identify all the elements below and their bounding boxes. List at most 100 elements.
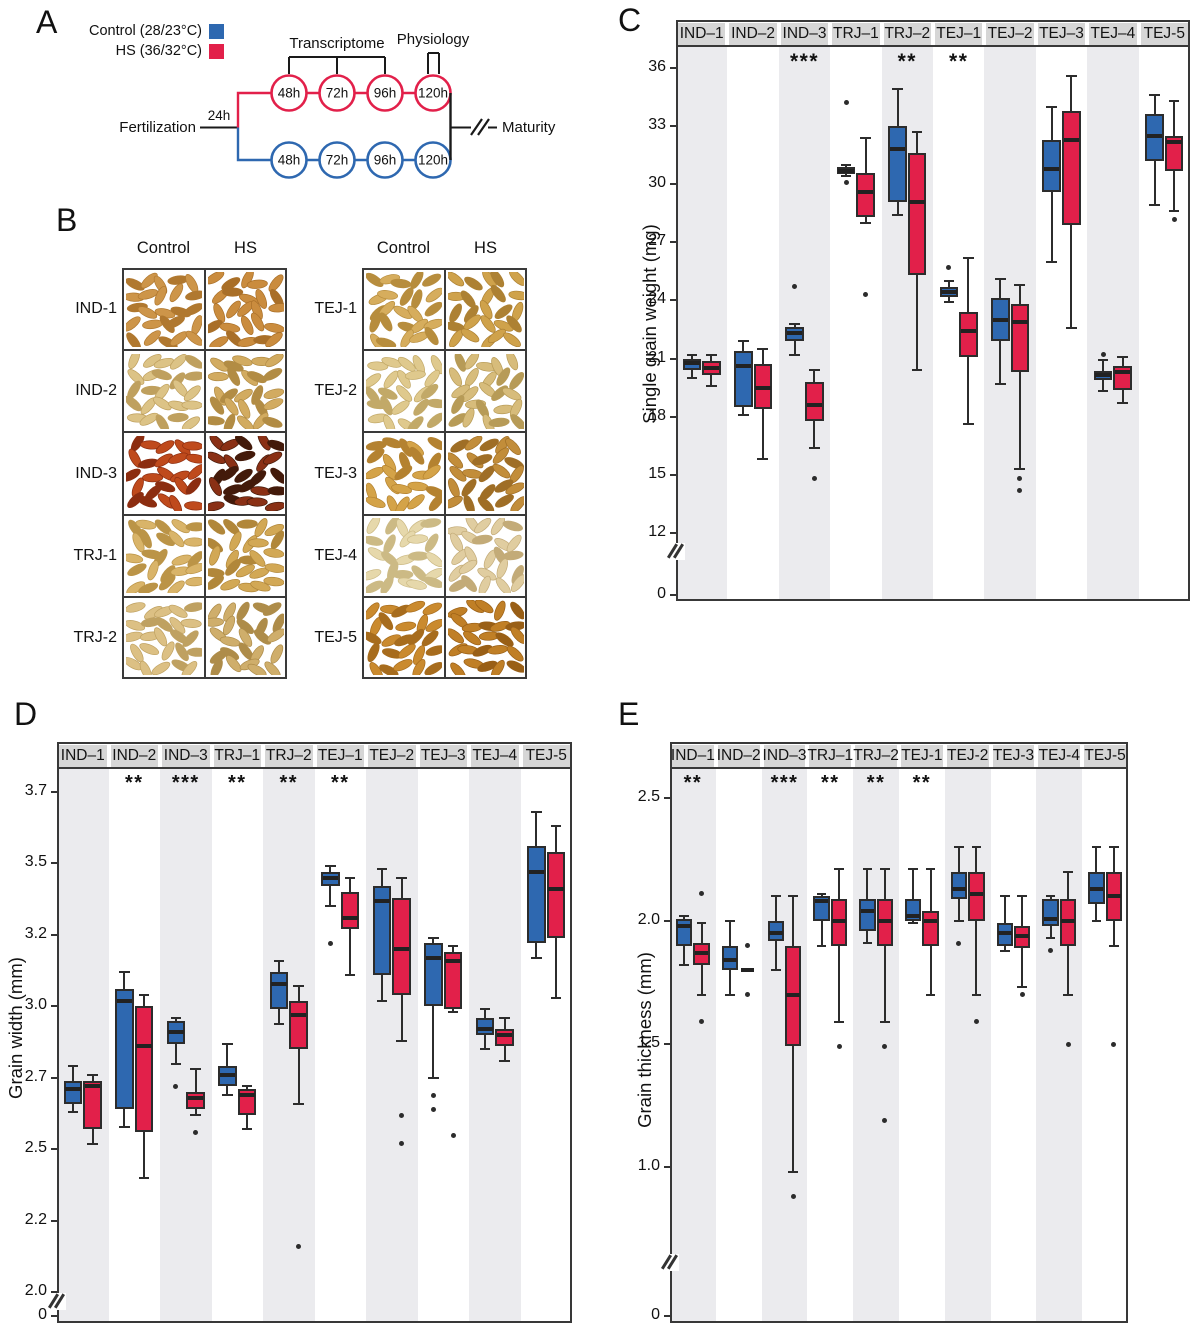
panel-e-header-label: TRJ–2: [853, 747, 899, 764]
grain: [257, 435, 271, 451]
box-TEJ-5-hs: [546, 851, 566, 938]
panel-e-header-cell: [1038, 744, 1081, 767]
box-TEJ–1-hs: [340, 891, 360, 930]
grain: [208, 575, 224, 590]
grain: [506, 660, 524, 673]
grain: [208, 501, 225, 511]
grain: [460, 328, 480, 342]
control-72h-circle: [318, 141, 356, 179]
grain-cell-TEJ-5-hs: [448, 600, 524, 676]
grain: [227, 366, 241, 386]
panel-d-tick-mark-zero: [51, 1315, 57, 1317]
box-TEJ–3-control: [1042, 139, 1061, 192]
grain: [247, 538, 269, 548]
grain: [496, 558, 509, 579]
median-TEJ-5-hs: [1107, 894, 1121, 899]
panel-c-header-label: IND–2: [731, 25, 776, 42]
panel-e-header-label: IND–1: [670, 747, 715, 764]
grain: [450, 662, 466, 676]
grain: [428, 493, 442, 511]
grain: [450, 439, 470, 453]
outlier-TEJ-5-hs: [1171, 216, 1177, 222]
whisker-cap-hi-TEJ–4-control: [1097, 359, 1109, 362]
grain: [249, 550, 266, 567]
panel-e-significance-stars: **: [866, 772, 886, 794]
grain: [407, 551, 429, 561]
whisker-cap-lo-TRJ–2-hs: [293, 1102, 304, 1105]
grain: [270, 467, 284, 484]
whisker-cap-hi-TEJ–3-hs: [1065, 74, 1077, 77]
median-TEJ–3-hs: [1063, 137, 1079, 142]
grain: [250, 580, 271, 592]
whisker-cap-lo-TRJ–1-control: [840, 175, 852, 178]
grain: [223, 602, 237, 622]
grain: [425, 287, 442, 302]
grain: [127, 368, 144, 385]
control-120h-label: 120h: [418, 153, 448, 168]
grain: [184, 563, 202, 575]
grain-cell-IND-2-hs: [208, 353, 284, 429]
outlier-IND–2-hs: [744, 943, 750, 949]
whisker-cap-lo-TEJ-5-control: [1091, 920, 1102, 923]
grain: [153, 627, 167, 647]
grain: [238, 628, 253, 648]
grain-row-label: TEJ-3: [314, 464, 357, 482]
median-TEJ-1-control: [906, 914, 920, 919]
whisker-cap-lo-TEJ-5-control: [531, 956, 542, 959]
whisker-TRJ–2-hs: [883, 869, 886, 1022]
grain-photo: [365, 271, 442, 347]
panel-c-header-cell: [1037, 22, 1086, 45]
grain: [424, 326, 439, 345]
whisker-cap-hi-IND–2-hs: [757, 347, 769, 350]
grain: [424, 301, 442, 316]
grain: [238, 398, 251, 419]
grain: [366, 448, 384, 464]
whisker-cap-lo-TEJ–3-hs: [447, 1011, 459, 1014]
grain-photo: [448, 518, 524, 594]
grain-cell-TEJ-2-control: [365, 354, 442, 429]
grain: [253, 629, 272, 645]
control-48h-circle: [270, 141, 308, 179]
grain: [448, 271, 465, 286]
grain-grid-hline: [362, 431, 527, 434]
grain-cell-TEJ-3-control: [365, 436, 442, 511]
whisker-cap-lo-TEJ–4-control: [479, 1048, 491, 1051]
panel-c-column-band: [778, 47, 831, 601]
fertilization-label: Fertilization: [119, 119, 196, 136]
panel-c-column-band: [1087, 47, 1139, 601]
grain-photo: [448, 600, 524, 676]
grain: [153, 285, 167, 305]
whisker-cap-hi-TEJ-4-hs: [1063, 870, 1073, 873]
grain: [234, 388, 253, 403]
grain-cell-IND-1-hs: [208, 271, 284, 347]
outlier-TEJ-4-hs: [1065, 1041, 1071, 1047]
grain: [449, 367, 463, 387]
grain: [477, 496, 495, 511]
whisker-cap-hi-IND–3-control: [771, 895, 781, 898]
grain: [394, 496, 410, 511]
panel-d-tick-mark: [51, 1076, 57, 1079]
grain: [368, 312, 381, 332]
b-right-control-header: Control: [376, 239, 431, 257]
grain: [503, 331, 521, 347]
grain: [125, 620, 145, 631]
grain: [251, 384, 264, 405]
panel-c-tick-label: 21: [648, 348, 666, 366]
panel-d-header-label: TEJ–2: [369, 747, 415, 764]
median-TEJ-1-hs: [923, 919, 938, 924]
panel-c-header-label: IND–3: [782, 25, 827, 42]
box-TEJ–3-control: [424, 943, 443, 1007]
grain: [263, 451, 283, 465]
whisker-cap-hi-IND–1-hs: [696, 922, 707, 925]
grain: [168, 605, 188, 619]
grain: [220, 465, 239, 481]
hs-48h-circle: [270, 74, 308, 112]
grain: [185, 522, 202, 532]
outlier-TEJ-4-control: [1048, 948, 1054, 954]
whisker-cap-hi-TEJ-5-control: [531, 810, 542, 813]
whisker-cap-lo-IND–3-control: [771, 969, 781, 972]
grain: [263, 576, 284, 587]
grain: [454, 353, 467, 372]
outlier-TEJ-2-hs: [973, 1019, 979, 1025]
median-IND–2-hs: [136, 1044, 152, 1049]
